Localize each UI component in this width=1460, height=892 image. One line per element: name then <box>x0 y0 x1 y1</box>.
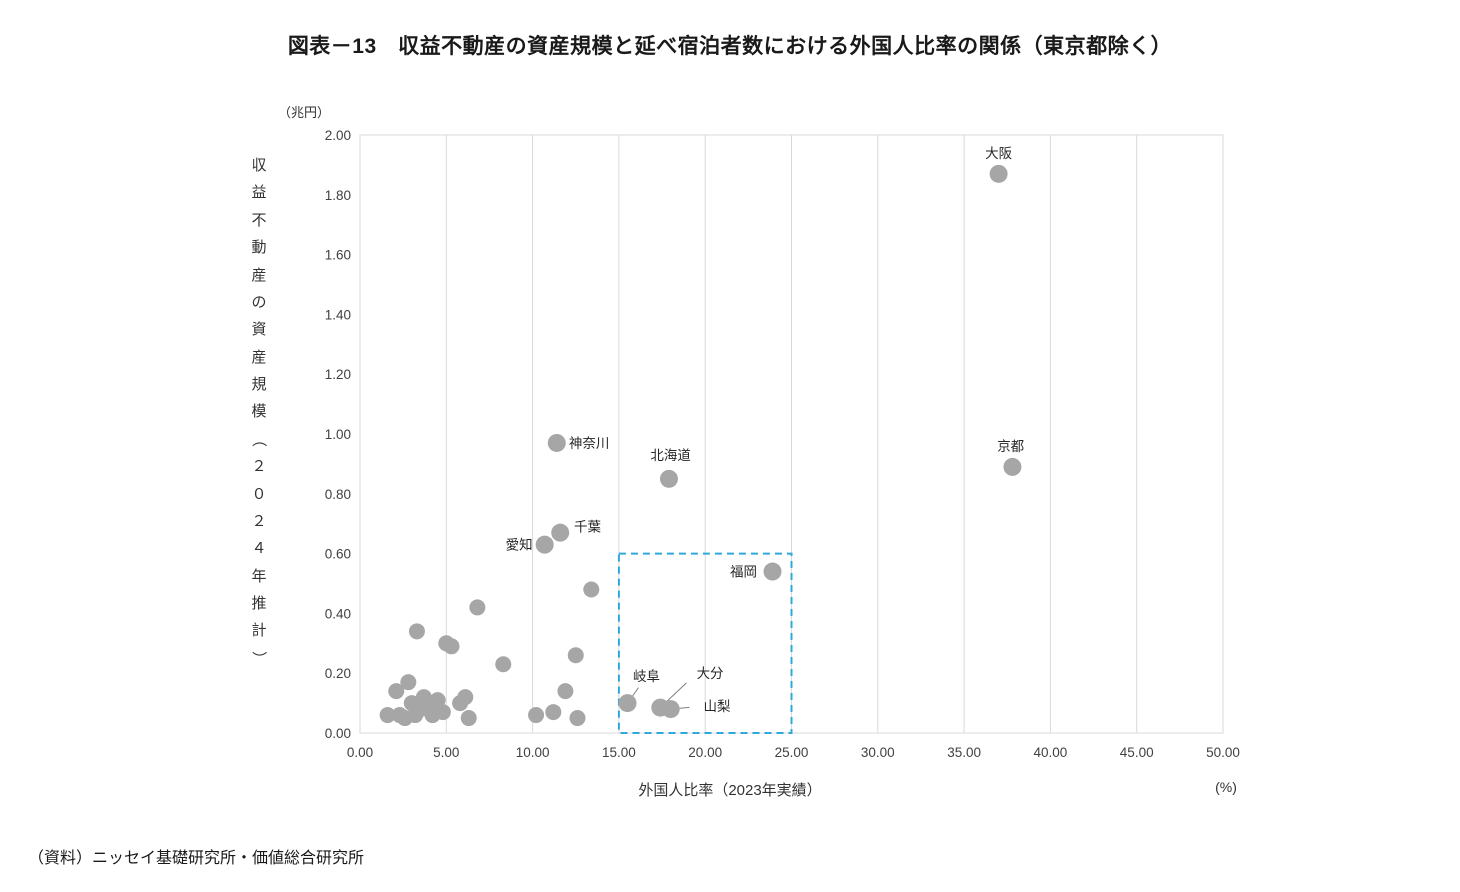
x-axis-unit-label: (%) <box>1215 779 1237 795</box>
svg-text:京都: 京都 <box>997 439 1024 454</box>
svg-text:山梨: 山梨 <box>703 699 731 714</box>
svg-text:5.00: 5.00 <box>433 745 459 760</box>
svg-text:0.00: 0.00 <box>347 745 373 760</box>
y-axis-unit-label: （兆円） <box>278 105 331 120</box>
svg-text:15.00: 15.00 <box>602 745 636 760</box>
source-note: （資料）ニッセイ基礎研究所・価値総合研究所 <box>28 850 365 867</box>
svg-text:25.00: 25.00 <box>775 745 809 760</box>
svg-text:1.20: 1.20 <box>325 367 351 382</box>
svg-text:45.00: 45.00 <box>1120 745 1154 760</box>
svg-text:20.00: 20.00 <box>688 745 722 760</box>
svg-text:1.80: 1.80 <box>325 188 351 203</box>
svg-text:35.00: 35.00 <box>947 745 981 760</box>
svg-text:30.00: 30.00 <box>861 745 895 760</box>
svg-text:0.80: 0.80 <box>325 487 351 502</box>
x-axis-title: 外国人比率（2023年実績） <box>638 782 822 799</box>
svg-text:愛知: 愛知 <box>506 537 533 553</box>
y-axis-title: 収益不動産の資産規模（２ ０ ２ ４ 年推計） <box>250 157 268 666</box>
svg-text:2.00: 2.00 <box>325 128 351 143</box>
svg-text:大阪: 大阪 <box>985 146 1013 161</box>
svg-text:0.60: 0.60 <box>325 547 351 562</box>
figure-title: 図表－13 収益不動産の資産規模と延べ宿泊者数における外国人比率の関係（東京都除… <box>287 35 1173 58</box>
svg-text:1.00: 1.00 <box>325 427 351 442</box>
svg-text:50.00: 50.00 <box>1206 745 1240 760</box>
svg-text:0.40: 0.40 <box>325 606 351 621</box>
svg-text:北海道: 北海道 <box>650 448 691 463</box>
svg-text:1.40: 1.40 <box>325 307 351 322</box>
svg-text:10.00: 10.00 <box>516 745 550 760</box>
svg-text:千葉: 千葉 <box>574 520 601 535</box>
svg-text:40.00: 40.00 <box>1034 745 1068 760</box>
svg-text:0.00: 0.00 <box>325 726 351 741</box>
svg-text:神奈川: 神奈川 <box>569 436 610 451</box>
svg-text:岐阜: 岐阜 <box>633 668 660 684</box>
svg-text:大分: 大分 <box>697 666 724 681</box>
svg-text:福岡: 福岡 <box>730 565 757 580</box>
svg-text:0.20: 0.20 <box>325 666 351 681</box>
svg-text:1.60: 1.60 <box>325 248 351 263</box>
